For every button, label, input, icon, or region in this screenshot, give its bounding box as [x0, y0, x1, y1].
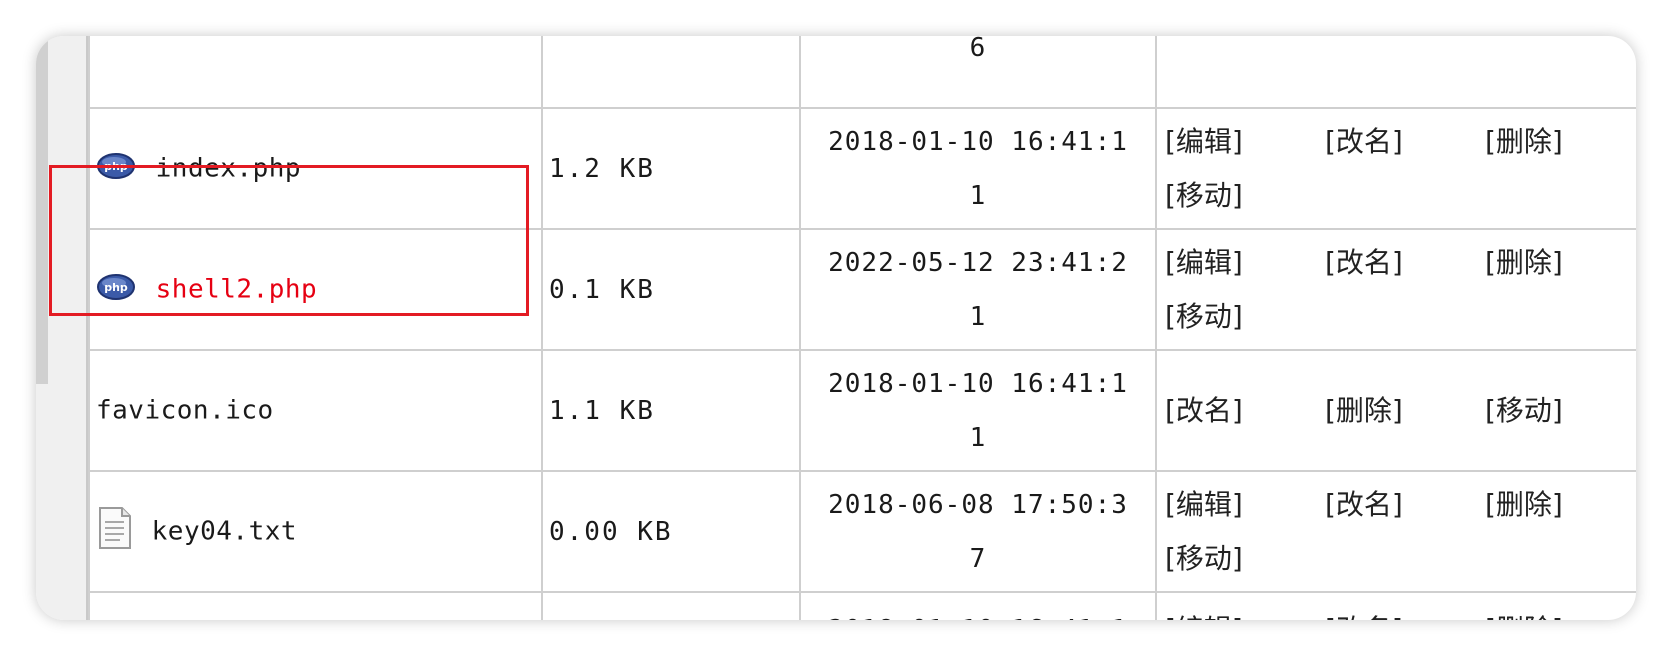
file-actions-cell: [编辑] [改名] [删除] [移动]: [1155, 470, 1636, 593]
table-row: favicon.ico 1.1 KB 2018-01-10 16:41:1 1 …: [88, 349, 1636, 472]
file-date-cell: 2018-01-10 16:41:1 1: [799, 107, 1157, 230]
delete-link[interactable]: [删除]: [1325, 393, 1403, 427]
file-date: 2018-01-10 16:41:1: [828, 368, 1128, 399]
file-size-cell: [541, 36, 801, 109]
move-link[interactable]: [移动]: [1165, 178, 1243, 212]
file-size: 0.00 KB: [549, 516, 673, 547]
file-actions-cell: [编辑] [改名] [删除] [移动]: [1155, 228, 1636, 351]
file-date-cell: 6: [799, 36, 1157, 109]
svg-text:php: php: [104, 160, 128, 173]
file-size: 1.1 KB: [549, 395, 655, 426]
left-panel: [36, 36, 88, 620]
rename-link[interactable]: [改名]: [1325, 124, 1403, 158]
delete-link[interactable]: [删除]: [1485, 487, 1563, 521]
file-date-cell: 2018-06-08 17:50:3 7: [799, 470, 1157, 593]
file-size-cell: 0.1 KB: [541, 228, 801, 351]
scrollbar-edge[interactable]: [36, 36, 48, 384]
file-name-cell: [88, 36, 543, 109]
screenshot-frame: 6 php index.php 1.2 K: [36, 36, 1636, 620]
file-size-cell: 1.1 KB: [541, 349, 801, 472]
file-date-cell: 2018-01-10 16:41:1: [799, 591, 1157, 620]
rename-link[interactable]: [改名]: [1325, 487, 1403, 521]
file-size-cell: 0.00 KB: [541, 470, 801, 593]
file-date: 2018-01-10 16:41:1: [828, 126, 1128, 157]
rename-link[interactable]: [改名]: [1165, 393, 1243, 427]
file-actions-cell: [编辑] [改名] [删除] [移动]: [1155, 107, 1636, 230]
table-row: php index.php 1.2 KB 2018-01-10 16:41:1 …: [88, 107, 1636, 230]
file-name[interactable]: key04.txt: [151, 516, 298, 547]
edit-link[interactable]: [编辑]: [1165, 245, 1243, 279]
file-actions-cell: [改名] [删除] [移动]: [1155, 349, 1636, 472]
file-name-cell: key04.txt: [88, 470, 543, 593]
svg-text:php: php: [104, 281, 128, 294]
file-name-cell: php shell2.php: [88, 228, 543, 351]
file-date-wrap: 1: [969, 301, 987, 332]
file-name[interactable]: shell2.php: [155, 274, 318, 305]
move-link[interactable]: [移动]: [1165, 541, 1243, 575]
file-name-cell: php index.php: [88, 107, 543, 230]
file-size-cell: [541, 591, 801, 620]
file-size: 1.2 KB: [549, 153, 655, 184]
table-row: 2018-01-10 16:41:1 [编辑] [改名] [删除]: [88, 591, 1636, 620]
file-date-cell: 2022-05-12 23:41:2 1: [799, 228, 1157, 351]
delete-link[interactable]: [删除]: [1485, 124, 1563, 158]
file-date-wrap: 1: [969, 422, 987, 453]
file-date: 2018-01-10 16:41:1: [802, 603, 1154, 620]
edit-link[interactable]: [编辑]: [1165, 487, 1243, 521]
php-file-icon: php: [96, 145, 138, 192]
edit-link[interactable]: [编辑]: [1165, 603, 1325, 620]
file-date-wrap: 1: [969, 180, 987, 211]
file-date: 2018-06-08 17:50:3: [828, 489, 1128, 520]
panel-divider: [86, 36, 88, 620]
file-name-cell: [88, 591, 543, 620]
rename-link[interactable]: [改名]: [1325, 245, 1403, 279]
table-row: 6: [88, 36, 1636, 109]
file-size-cell: 1.2 KB: [541, 107, 801, 230]
file-list-table: 6 php index.php 1.2 K: [88, 36, 1636, 620]
file-actions-cell: [编辑] [改名] [删除]: [1155, 591, 1636, 620]
delete-link[interactable]: [删除]: [1485, 603, 1636, 620]
file-name[interactable]: favicon.ico: [96, 395, 274, 426]
php-file-icon: php: [96, 266, 138, 313]
text-file-icon: [96, 506, 134, 557]
file-date: 2022-05-12 23:41:2: [828, 247, 1128, 278]
edit-link[interactable]: [编辑]: [1165, 124, 1243, 158]
file-date-wrap: 6: [969, 36, 987, 63]
rename-link[interactable]: [改名]: [1325, 603, 1485, 620]
file-name-cell: favicon.ico: [88, 349, 543, 472]
move-link[interactable]: [移动]: [1485, 393, 1563, 427]
table-row: php shell2.php 0.1 KB 2022-05-12 23:41:2…: [88, 228, 1636, 351]
table-row: key04.txt 0.00 KB 2018-06-08 17:50:3 7 […: [88, 470, 1636, 593]
file-date-cell: 2018-01-10 16:41:1 1: [799, 349, 1157, 472]
move-link[interactable]: [移动]: [1165, 299, 1243, 333]
file-size: 0.1 KB: [549, 274, 655, 305]
file-date-wrap: 7: [969, 543, 987, 574]
file-actions-cell: [1155, 36, 1636, 109]
delete-link[interactable]: [删除]: [1485, 245, 1563, 279]
file-name[interactable]: index.php: [155, 153, 302, 184]
